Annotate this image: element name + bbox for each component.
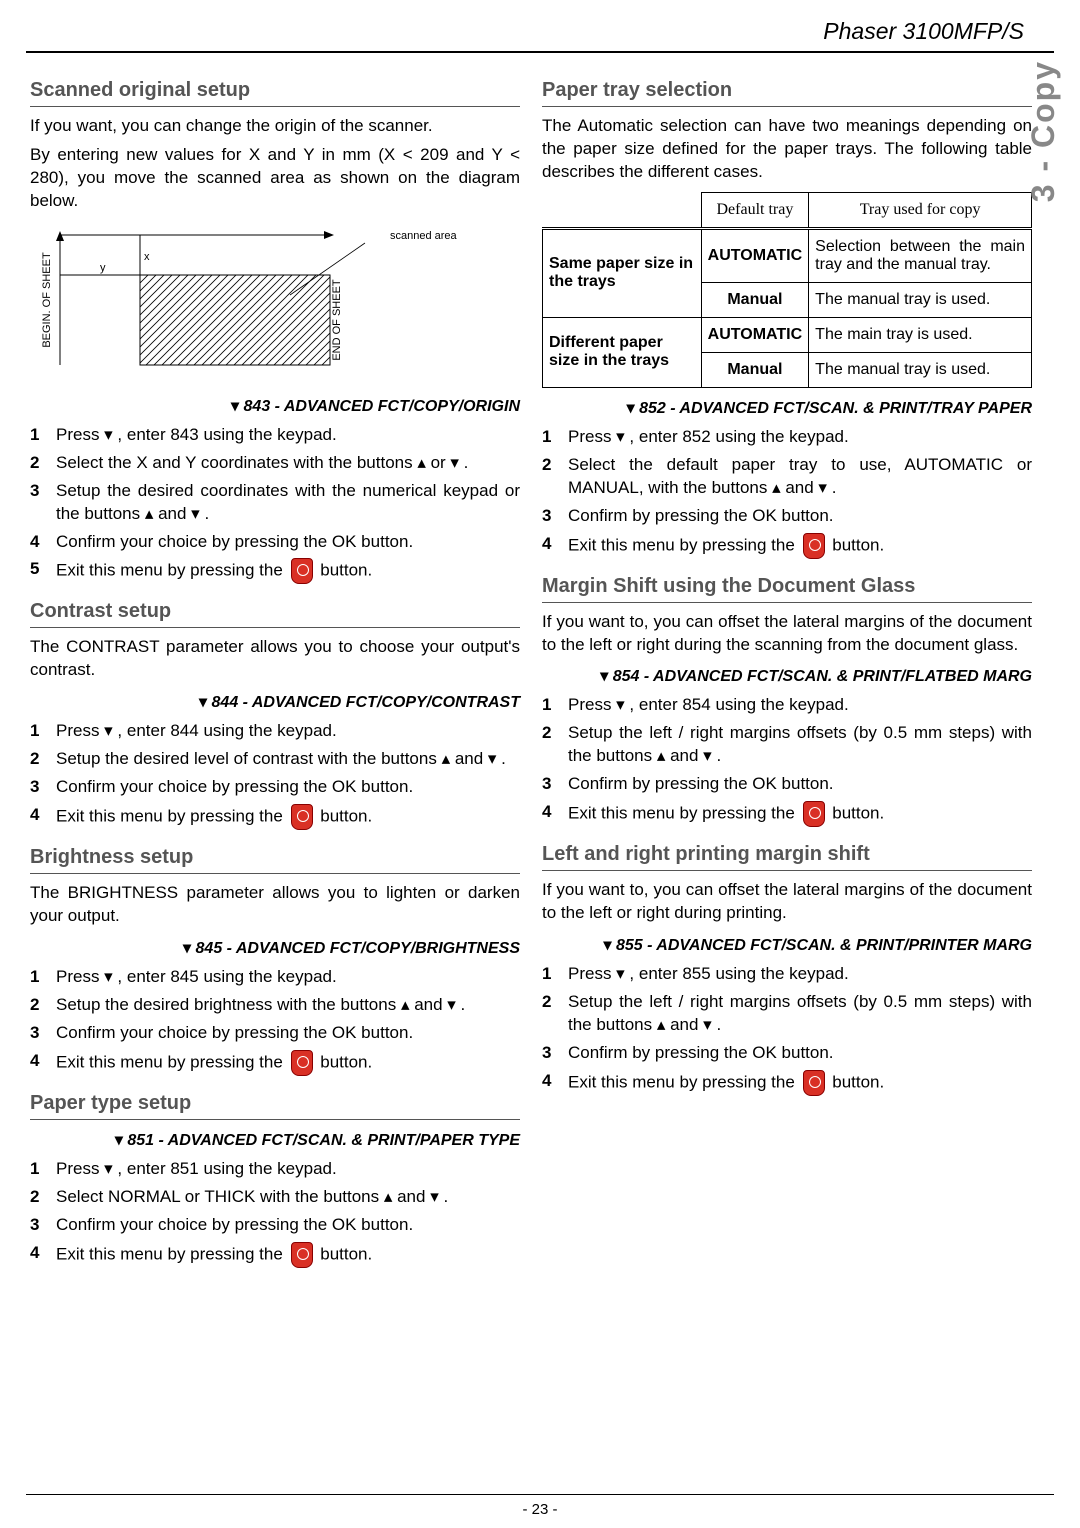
page-footer: - 23 - (26, 1494, 1054, 1518)
table-cell: The main tray is used. (809, 317, 1032, 352)
body-text: If you want to, you can offset the later… (542, 879, 1032, 925)
stop-icon (291, 1242, 313, 1268)
menu-path: ▾ 844 - ADVANCED FCT/COPY/CONTRAST (30, 692, 520, 712)
list-item: Exit this menu by pressing the button. (542, 533, 1032, 559)
body-text: If you want, you can change the origin o… (30, 115, 520, 138)
body-text: If you want to, you can offset the later… (542, 611, 1032, 657)
stop-icon (291, 804, 313, 830)
list-item: Exit this menu by pressing the button. (542, 1070, 1032, 1096)
step-list: Press ▾ , enter 854 using the keypad. Se… (542, 694, 1032, 827)
list-item: Select the default paper tray to use, AU… (542, 454, 1032, 500)
table-cell: Manual (701, 352, 809, 387)
stop-icon (803, 1070, 825, 1096)
origin-diagram: BEGIN. OF SHEET y x END OF SHEET scanned… (30, 225, 460, 375)
section-title: Margin Shift using the Document Glass (542, 575, 1032, 603)
list-item: Exit this menu by pressing the button. (30, 804, 520, 830)
list-item: Setup the desired coordinates with the n… (30, 480, 520, 526)
step-list: Press ▾ , enter 844 using the keypad. Se… (30, 720, 520, 830)
body-text: The CONTRAST parameter allows you to cho… (30, 636, 520, 682)
list-item: Confirm by pressing the OK button. (542, 1042, 1032, 1065)
menu-path: ▾ 855 - ADVANCED FCT/SCAN. & PRINT/PRINT… (542, 935, 1032, 955)
table-rowhead: Different paper size in the trays (543, 317, 702, 387)
list-item: Press ▾ , enter 843 using the keypad. (30, 424, 520, 447)
list-item: Exit this menu by pressing the button. (30, 1050, 520, 1076)
step-list: Press ▾ , enter 852 using the keypad. Se… (542, 426, 1032, 559)
list-item: Setup the desired level of contrast with… (30, 748, 520, 771)
list-item: Exit this menu by pressing the button. (30, 558, 520, 584)
table-cell: The manual tray is used. (809, 352, 1032, 387)
step-list: Press ▾ , enter 855 using the keypad. Se… (542, 963, 1032, 1096)
list-item: Press ▾ , enter 844 using the keypad. (30, 720, 520, 743)
step-list: Press ▾ , enter 851 using the keypad. Se… (30, 1158, 520, 1268)
table-header: Tray used for copy (809, 192, 1032, 228)
table-cell: Selection between the main tray and the … (809, 228, 1032, 282)
table-cell: Manual (701, 282, 809, 317)
table-rowhead: Same paper size in the trays (543, 228, 702, 317)
list-item: Confirm your choice by pressing the OK b… (30, 1214, 520, 1237)
body-text: The BRIGHTNESS parameter allows you to l… (30, 882, 520, 928)
list-item: Press ▾ , enter 845 using the keypad. (30, 966, 520, 989)
section-title: Paper tray selection (542, 79, 1032, 107)
list-item: Press ▾ , enter 855 using the keypad. (542, 963, 1032, 986)
menu-path: ▾ 854 - ADVANCED FCT/SCAN. & PRINT/FLATB… (542, 666, 1032, 686)
stop-icon (803, 533, 825, 559)
list-item: Select NORMAL or THICK with the buttons … (30, 1186, 520, 1209)
svg-text:BEGIN. OF SHEET: BEGIN. OF SHEET (41, 252, 53, 348)
left-column: Scanned original setup If you want, you … (30, 63, 520, 1273)
body-text: The Automatic selection can have two mea… (542, 115, 1032, 184)
stop-icon (803, 801, 825, 827)
list-item: Select the X and Y coordinates with the … (30, 452, 520, 475)
list-item: Confirm by pressing the OK button. (542, 773, 1032, 796)
menu-path: ▾ 845 - ADVANCED FCT/COPY/BRIGHTNESS (30, 938, 520, 958)
section-title: Left and right printing margin shift (542, 843, 1032, 871)
list-item: Press ▾ , enter 854 using the keypad. (542, 694, 1032, 717)
stop-icon (291, 1050, 313, 1076)
list-item: Confirm your choice by pressing the OK b… (30, 1022, 520, 1045)
table-cell: AUTOMATIC (701, 228, 809, 282)
body-text: By entering new values for X and Y in mm… (30, 144, 520, 213)
list-item: Confirm your choice by pressing the OK b… (30, 776, 520, 799)
section-title: Paper type setup (30, 1092, 520, 1120)
list-item: Press ▾ , enter 851 using the keypad. (30, 1158, 520, 1181)
stop-icon (291, 558, 313, 584)
svg-text:y: y (100, 262, 106, 274)
section-title: Scanned original setup (30, 79, 520, 107)
list-item: Confirm by pressing the OK button. (542, 505, 1032, 528)
tray-table: Default tray Tray used for copy Same pap… (542, 192, 1032, 388)
list-item: Exit this menu by pressing the button. (30, 1242, 520, 1268)
page-header: Phaser 3100MFP/S (26, 0, 1054, 53)
list-item: Exit this menu by pressing the button. (542, 801, 1032, 827)
list-item: Setup the left / right margins offsets (… (542, 991, 1032, 1037)
content-columns: Scanned original setup If you want, you … (0, 53, 1080, 1273)
menu-path: ▾ 852 - ADVANCED FCT/SCAN. & PRINT/TRAY … (542, 398, 1032, 418)
menu-path: ▾ 851 - ADVANCED FCT/SCAN. & PRINT/PAPER… (30, 1130, 520, 1150)
step-list: Press ▾ , enter 845 using the keypad. Se… (30, 966, 520, 1076)
list-item: Setup the left / right margins offsets (… (542, 722, 1032, 768)
table-header: Default tray (701, 192, 809, 228)
section-title: Brightness setup (30, 846, 520, 874)
menu-path: ▾ 843 - ADVANCED FCT/COPY/ORIGIN (30, 396, 520, 416)
table-cell: AUTOMATIC (701, 317, 809, 352)
svg-text:x: x (144, 251, 150, 263)
section-title: Contrast setup (30, 600, 520, 628)
list-item: Press ▾ , enter 852 using the keypad. (542, 426, 1032, 449)
list-item: Setup the desired brightness with the bu… (30, 994, 520, 1017)
svg-text:scanned area: scanned area (390, 230, 458, 242)
list-item: Confirm your choice by pressing the OK b… (30, 531, 520, 554)
right-column: Paper tray selection The Automatic selec… (542, 63, 1032, 1273)
svg-text:END OF SHEET: END OF SHEET (331, 279, 343, 361)
table-cell: The manual tray is used. (809, 282, 1032, 317)
chapter-tab: 3 - Copy (1025, 60, 1062, 202)
step-list: Press ▾ , enter 843 using the keypad. Se… (30, 424, 520, 585)
